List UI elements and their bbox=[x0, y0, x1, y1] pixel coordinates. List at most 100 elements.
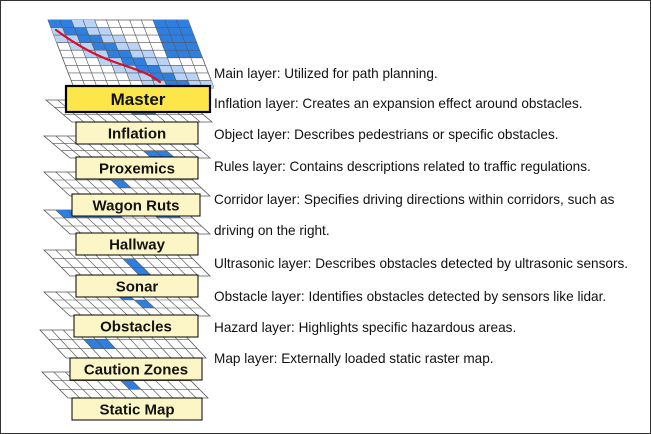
grid-cell bbox=[83, 339, 104, 349]
grid-cell bbox=[164, 20, 180, 28]
grid-cell bbox=[185, 42, 200, 51]
grid-line bbox=[55, 249, 82, 277]
grid-cell bbox=[48, 20, 63, 28]
grid-line bbox=[67, 249, 94, 277]
grid-line bbox=[117, 19, 145, 89]
grid-cell bbox=[155, 27, 171, 36]
grid-cell bbox=[164, 50, 180, 58]
grid-line bbox=[106, 19, 133, 89]
grid-line bbox=[51, 329, 78, 359]
layer-label-box bbox=[75, 121, 199, 145]
desc-static-map: Map layer: Externally loaded static rast… bbox=[214, 351, 494, 366]
grid-cell bbox=[126, 72, 142, 81]
grid-cell bbox=[97, 27, 113, 36]
grid-cell bbox=[170, 35, 185, 43]
grid-cell bbox=[95, 339, 116, 349]
grid-cell bbox=[74, 27, 89, 36]
layer-1: Master bbox=[47, 19, 214, 114]
desc-proxemics: Object layer: Describes pedestrians or s… bbox=[214, 127, 559, 142]
grid-cell bbox=[112, 65, 127, 73]
grid-cell bbox=[143, 150, 164, 158]
layer-label-box bbox=[75, 232, 199, 256]
grid-line bbox=[176, 19, 203, 89]
layer-label-box bbox=[71, 193, 201, 217]
grid-cell bbox=[55, 210, 76, 218]
grid-cell bbox=[176, 50, 191, 58]
grid-cell bbox=[85, 27, 101, 36]
grid-cell bbox=[153, 20, 168, 28]
layer-7: Obstacles bbox=[42, 291, 212, 338]
layer-label: Static Map bbox=[99, 402, 174, 419]
grid-line bbox=[55, 135, 82, 159]
desc-wagon-ruts: Rules layer: Contains descriptions relat… bbox=[214, 159, 591, 174]
grid-cell bbox=[129, 50, 145, 58]
grid-line bbox=[67, 291, 94, 317]
grid-cell bbox=[147, 65, 162, 73]
desc-caution-zones: Hazard layer: Highlights specific hazard… bbox=[214, 320, 517, 335]
grid-cell bbox=[117, 50, 133, 58]
layer-label-box bbox=[75, 274, 199, 298]
layer-label: Master bbox=[111, 90, 166, 109]
grid-cell bbox=[158, 35, 174, 43]
grid-cell bbox=[106, 50, 121, 58]
grid-cell bbox=[88, 35, 104, 43]
layer-label-box bbox=[75, 156, 199, 180]
grid-cell bbox=[173, 42, 188, 51]
desc-hallway-line1: Corridor layer: Specifies driving direct… bbox=[214, 192, 615, 207]
grid-cell bbox=[112, 35, 127, 43]
grid-line bbox=[63, 329, 90, 359]
layer-label: Proxemics bbox=[99, 161, 175, 178]
grid-cell bbox=[155, 57, 171, 66]
grid-cell bbox=[77, 35, 92, 43]
grid-cell bbox=[83, 20, 98, 28]
grid-cell bbox=[71, 20, 86, 28]
grid-line bbox=[71, 19, 98, 89]
grid-cell bbox=[184, 72, 200, 81]
grid-cell bbox=[173, 72, 188, 81]
layer-label-box bbox=[71, 397, 203, 421]
grid-line bbox=[55, 291, 82, 317]
grid-cell bbox=[187, 50, 203, 58]
grid-cell bbox=[120, 57, 136, 66]
grid-cell bbox=[131, 267, 152, 276]
grid-cell bbox=[115, 42, 130, 51]
planned-path bbox=[54, 28, 162, 84]
grid-cell bbox=[62, 27, 78, 36]
grid-cell bbox=[161, 42, 177, 51]
grid-cell bbox=[170, 65, 185, 73]
grid-cell bbox=[144, 57, 159, 66]
desc-inflation: Inflation layer: Creates an expansion ef… bbox=[214, 96, 583, 111]
grid-line bbox=[94, 19, 121, 89]
layer-label: Obstacles bbox=[100, 319, 172, 336]
grid-cell bbox=[179, 27, 194, 36]
layer-label-box bbox=[64, 84, 212, 114]
grid-line bbox=[164, 19, 191, 89]
layer-label-box bbox=[69, 357, 203, 381]
grid-cell bbox=[161, 72, 177, 81]
layer-label: Inflation bbox=[108, 126, 166, 143]
desc-obstacles: Obstacle layer: Identifies obstacles det… bbox=[214, 289, 607, 304]
grid-cell bbox=[141, 50, 156, 58]
grid-cell bbox=[103, 42, 118, 51]
layer-label-box bbox=[73, 314, 199, 338]
grid-cell bbox=[100, 35, 115, 43]
desc-hallway-line2: driving on the right. bbox=[214, 223, 330, 238]
layer-label: Caution Zones bbox=[84, 362, 188, 379]
grid-cell bbox=[91, 42, 107, 51]
layer-label: Hallway bbox=[109, 237, 166, 254]
grid-line bbox=[55, 171, 82, 197]
grid-cell bbox=[126, 42, 142, 51]
grid-cell bbox=[111, 180, 132, 188]
grid-cell bbox=[134, 300, 155, 308]
desc-master: Main layer: Utilized for path planning. bbox=[214, 66, 438, 81]
grid-cell bbox=[182, 35, 197, 43]
grid-cell bbox=[167, 27, 183, 36]
grid-cell bbox=[176, 20, 191, 28]
grid-cell bbox=[120, 380, 141, 390]
layer-6: Sonar bbox=[43, 249, 211, 298]
grid-line bbox=[55, 209, 82, 235]
grid-line bbox=[152, 19, 180, 89]
grid-line bbox=[67, 135, 94, 159]
grid-cell bbox=[65, 35, 80, 43]
grid-cell bbox=[154, 150, 175, 158]
